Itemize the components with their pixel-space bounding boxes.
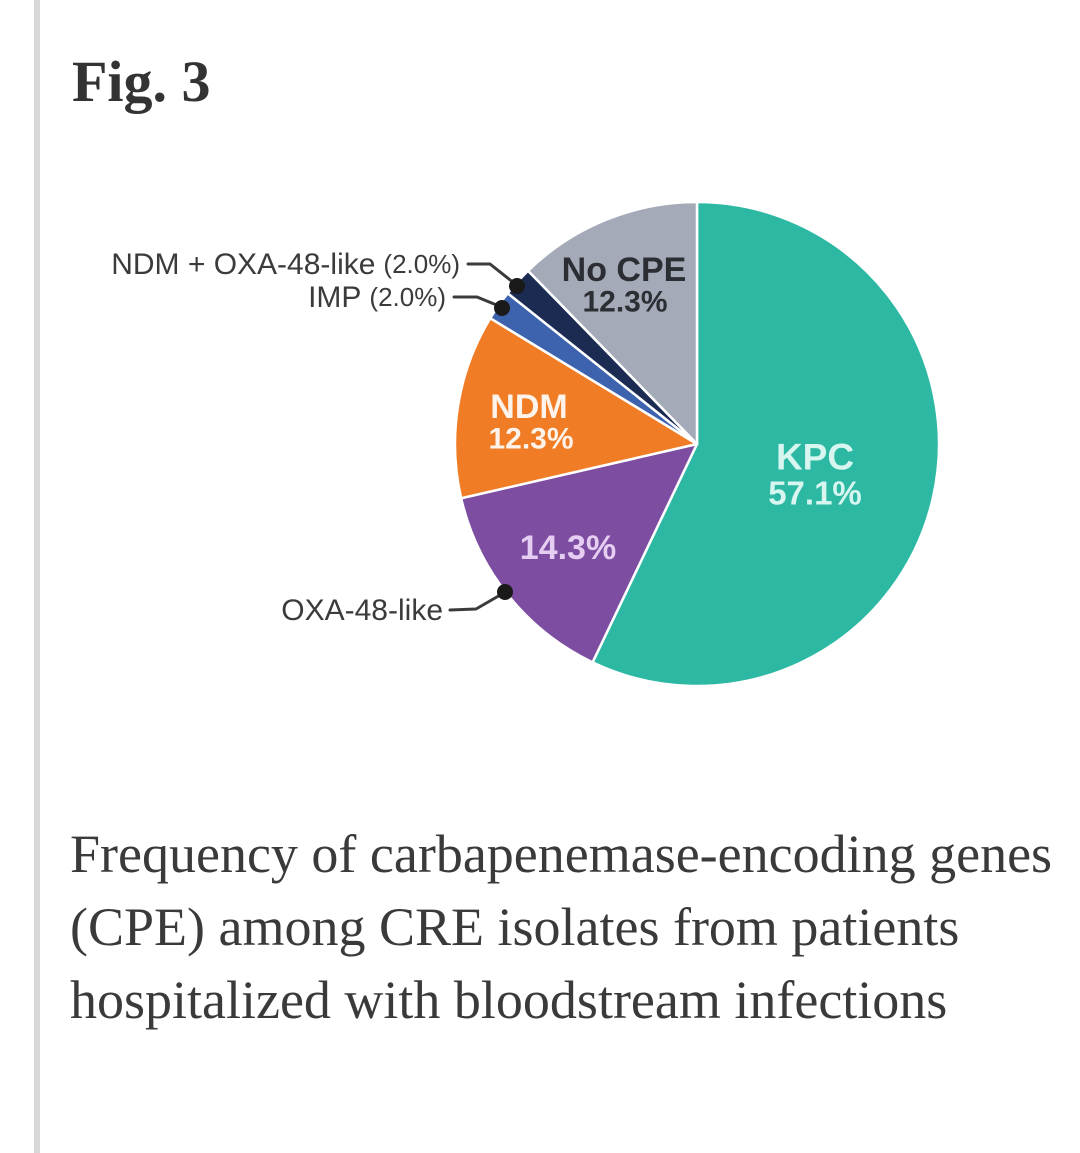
pie-slices [453, 200, 941, 688]
slice-pct-ndm: 12.3% [488, 423, 573, 456]
pie-slice-ndm [453, 316, 699, 500]
leader-dot-imp [494, 300, 510, 316]
leader-line-imp [452, 295, 501, 308]
callout-label-imp: IMP (2.0%) [308, 281, 446, 314]
pie-chart: NDM + OXA-48-like (2.0%) IMP (2.0%) OXA-48… [111, 200, 941, 688]
slice-pct-no-cpe: 12.3% [582, 286, 667, 319]
callout-label-oxa-48-like: OXA-48-like [281, 594, 443, 627]
slice-pct-kpc: 57.1% [768, 475, 862, 512]
callout-label-ndm-oxa-48-like: NDM + OXA-48-like (2.0%) [111, 248, 460, 281]
figure-caption: Frequency of carbapenemase-encoding gene… [70, 824, 1053, 1030]
leader-line-ndm-oxa-48-like [466, 262, 516, 285]
figure-image: NDM + OXA-48-like (2.0%) IMP (2.0%) OXA-48… [0, 150, 1080, 790]
slice-label-kpc: KPC [776, 437, 854, 478]
leader-line-oxa-48-like [448, 592, 504, 612]
left-border-rule [34, 0, 40, 1153]
leader-dot-oxa-48-like [497, 584, 513, 600]
slice-label-no-cpe: No CPE [562, 251, 687, 289]
slice-pct-oxa-48-like: 14.3% [520, 529, 616, 567]
pie-slice-kpc [591, 200, 941, 688]
slice-label-ndm: NDM [490, 388, 567, 426]
leader-dot-ndm-oxa-48-like [509, 278, 525, 294]
figure-label: Fig. 3 [72, 49, 211, 114]
pie-slice-no-cpe [526, 200, 699, 446]
